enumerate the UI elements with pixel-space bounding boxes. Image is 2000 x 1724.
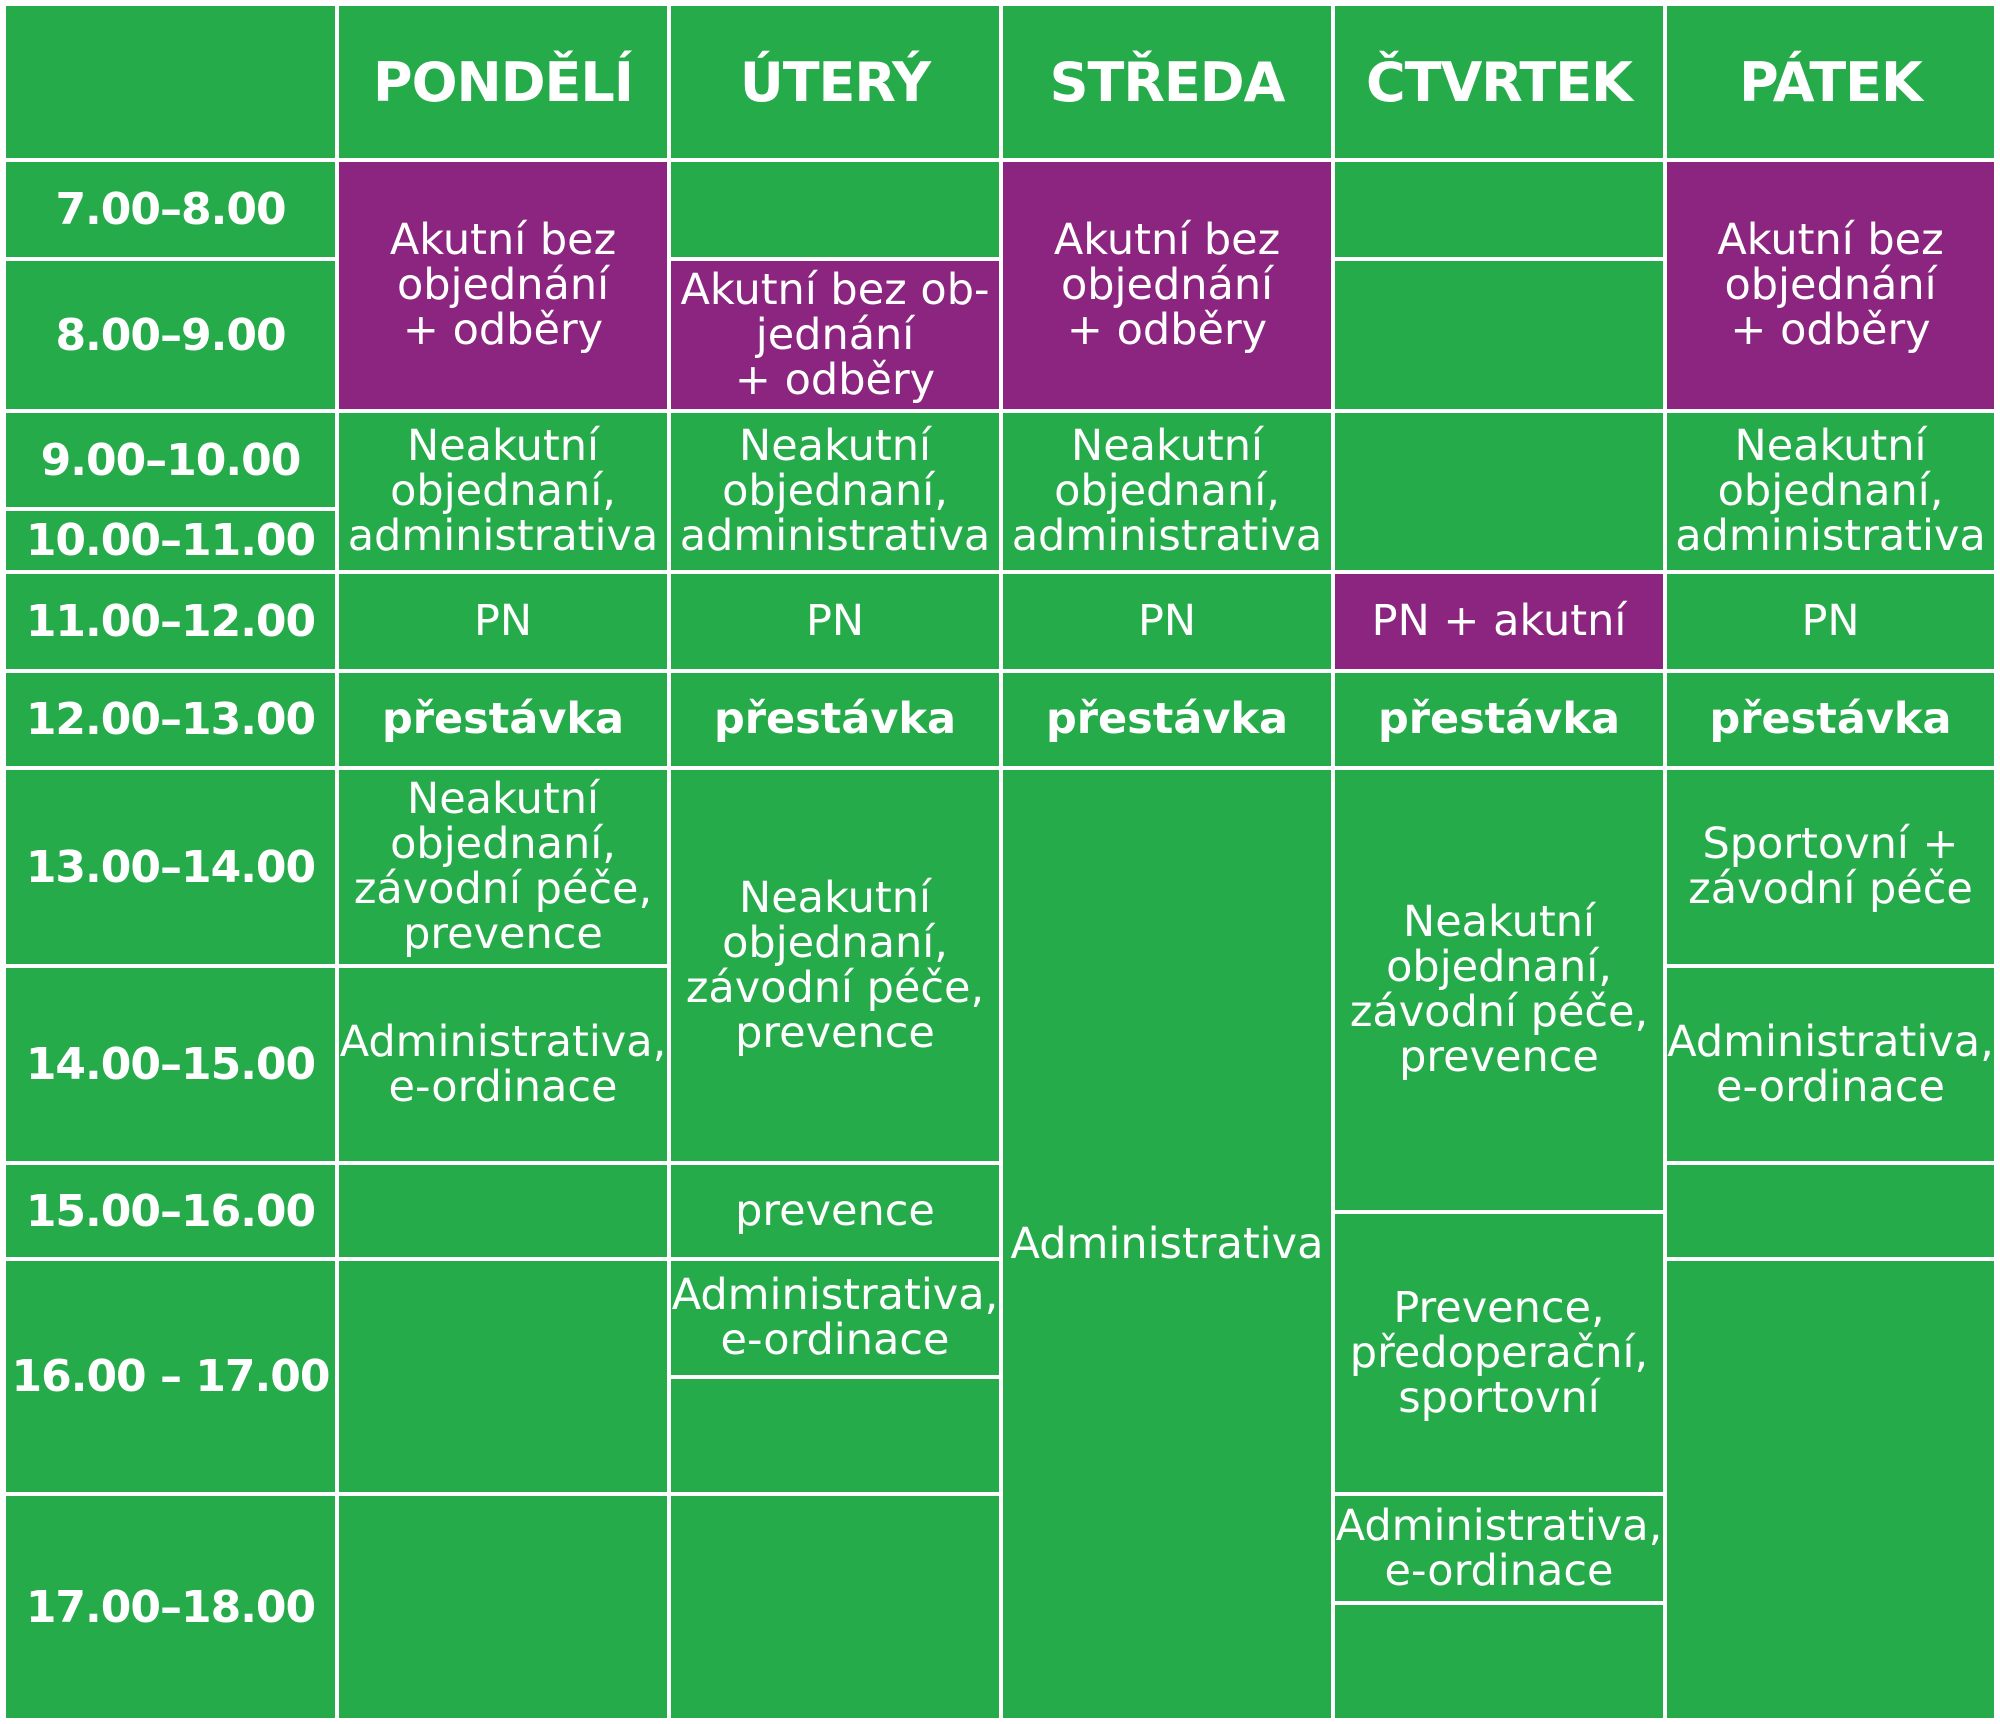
day-header-friday: PÁTEK <box>1667 6 1994 158</box>
thursday-break: přestávka <box>1335 673 1663 766</box>
friday-administration: Administrativa, e-ordinace <box>1667 968 1994 1161</box>
friday-pn: PN <box>1667 574 1994 669</box>
wednesday-pn: PN <box>1003 574 1331 669</box>
tuesday-nonacute-afternoon: Neakutní objednaní, závodní péče, preven… <box>671 770 999 1161</box>
day-header-wednesday: STŘEDA <box>1003 6 1331 158</box>
friday-empty-slot <box>1667 1165 1994 1257</box>
tuesday-nonacute-morning: Neakutní objednaní, administrativa <box>671 413 999 570</box>
thursday-prevention: Prevence, předoperační, sportovní <box>1335 1214 1663 1492</box>
tuesday-pn: PN <box>671 574 999 669</box>
time-slot: 14.00–15.00 <box>6 968 335 1161</box>
friday-break: přestávka <box>1667 673 1994 766</box>
wednesday-administration: Administrativa <box>1003 770 1331 1718</box>
corner-cell <box>6 6 335 158</box>
time-slot: 17.00–18.00 <box>6 1496 335 1718</box>
monday-empty-slot <box>339 1261 667 1492</box>
monday-empty-slot <box>339 1496 667 1718</box>
monday-nonacute-morning: Neakutní objednaní, administrativa <box>339 413 667 570</box>
friday-sports-care: Sportovní + závodní péče <box>1667 770 1994 964</box>
friday-empty-slot <box>1667 1261 1994 1718</box>
monday-pn: PN <box>339 574 667 669</box>
time-slot: 16.00 – 17.00 <box>6 1261 335 1492</box>
monday-acute-block: Akutní bez objednání + odběry <box>339 162 667 409</box>
thursday-pn-acute: PN + akutní <box>1335 574 1663 669</box>
tuesday-administration: Administrativa, e-ordinace <box>671 1261 999 1375</box>
tuesday-empty-slot <box>671 1379 999 1492</box>
wednesday-acute-block: Akutní bez objednání + odběry <box>1003 162 1331 409</box>
tuesday-empty-slot <box>671 162 999 257</box>
time-slot: 8.00–9.00 <box>6 261 335 409</box>
time-slot: 15.00–16.00 <box>6 1165 335 1257</box>
thursday-empty-slot <box>1335 261 1663 409</box>
thursday-administration: Administrativa, e-ordinace <box>1335 1496 1663 1601</box>
friday-acute-block: Akutní bez objednání + odběry <box>1667 162 1994 409</box>
monday-break: přestávka <box>339 673 667 766</box>
wednesday-break: přestávka <box>1003 673 1331 766</box>
time-slot: 9.00–10.00 <box>6 413 335 507</box>
tuesday-break: přestávka <box>671 673 999 766</box>
thursday-nonacute-afternoon: Neakutní objednaní, závodní péče, preven… <box>1335 770 1663 1210</box>
day-header-monday: PONDĚLÍ <box>339 6 667 158</box>
time-slot: 13.00–14.00 <box>6 770 335 964</box>
thursday-empty-slot <box>1335 413 1663 570</box>
time-slot: 7.00–8.00 <box>6 162 335 257</box>
tuesday-empty-slot <box>671 1496 999 1718</box>
tuesday-acute-block: Akutní bez ob- jednání + odběry <box>671 261 999 409</box>
friday-nonacute-morning: Neakutní objednaní, administrativa <box>1667 413 1994 570</box>
time-slot: 12.00–13.00 <box>6 673 335 766</box>
monday-administration: Administrativa, e-ordinace <box>339 968 667 1161</box>
thursday-empty-slot <box>1335 162 1663 257</box>
thursday-empty-slot <box>1335 1605 1663 1718</box>
monday-empty-slot <box>339 1165 667 1257</box>
wednesday-nonacute-morning: Neakutní objednaní, administrativa <box>1003 413 1331 570</box>
day-header-thursday: ČTVRTEK <box>1335 6 1663 158</box>
monday-nonacute-afternoon: Neakutní objednaní, závodní péče, preven… <box>339 770 667 964</box>
day-header-tuesday: ÚTERÝ <box>671 6 999 158</box>
tuesday-prevention: prevence <box>671 1165 999 1257</box>
time-slot: 10.00–11.00 <box>6 511 335 570</box>
time-slot: 11.00–12.00 <box>6 574 335 669</box>
